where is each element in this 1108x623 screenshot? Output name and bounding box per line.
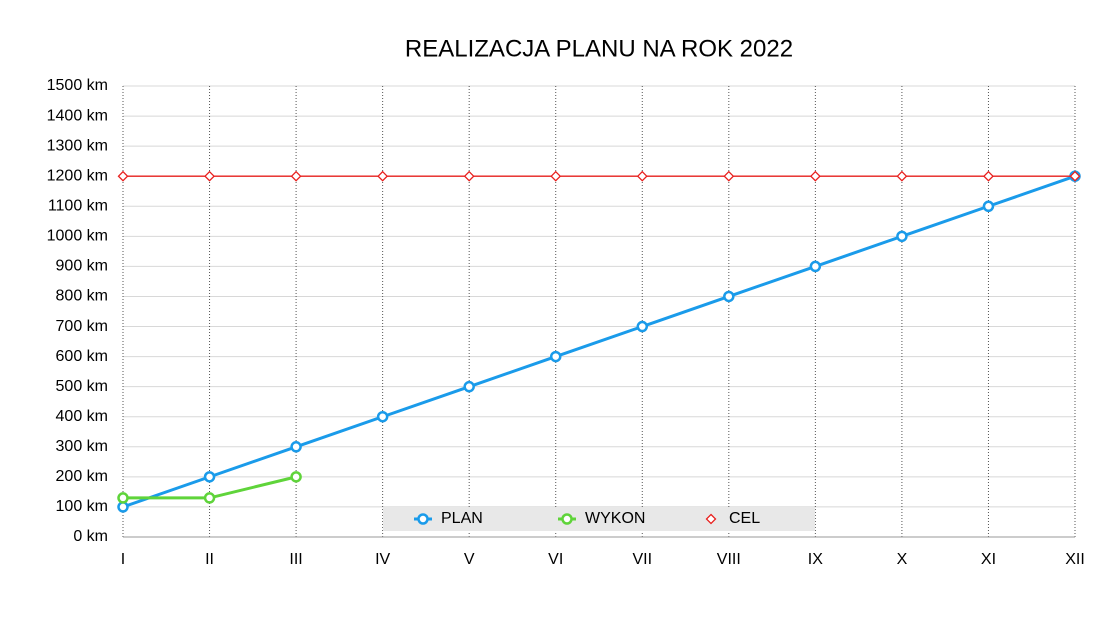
x-tick-label: VIII (717, 551, 741, 568)
x-tick-label: XI (981, 551, 996, 568)
legend-label: WYKON (585, 510, 645, 527)
data-point (290, 441, 302, 453)
series-line (122, 174, 1076, 509)
y-tick-label: 1400 km (47, 107, 108, 124)
x-tick-label: III (289, 551, 302, 568)
data-point (117, 170, 129, 182)
y-tick-label: 1000 km (47, 228, 108, 245)
y-tick-label: 700 km (56, 318, 108, 335)
data-point (290, 471, 302, 483)
chart-title: REALIZACJA PLANU NA ROK 2022 (405, 35, 793, 62)
data-point (549, 350, 562, 363)
x-tick-label: VI (548, 551, 563, 568)
data-point (550, 170, 562, 182)
y-tick-label: 1100 km (48, 197, 108, 214)
y-tick-label: 1300 km (47, 137, 108, 154)
y-tick-label: 900 km (56, 258, 108, 275)
data-point (723, 170, 735, 182)
y-tick-label: 800 km (56, 288, 108, 305)
legend-label: PLAN (441, 510, 483, 527)
legend-marker (561, 513, 573, 525)
x-tick-label: VII (632, 551, 652, 568)
data-point (117, 501, 129, 513)
y-tick-label: 0 km (73, 528, 108, 545)
y-tick-label: 1500 km (47, 77, 108, 94)
data-point (636, 320, 649, 333)
y-tick-label: 500 km (56, 378, 108, 395)
data-point (203, 492, 216, 504)
data-point (723, 290, 735, 303)
x-tick-label: V (464, 551, 475, 568)
data-point (809, 170, 821, 182)
data-point (376, 410, 389, 423)
y-tick-label: 1200 km (47, 167, 108, 184)
y-tick-label: 200 km (56, 468, 108, 485)
data-point (463, 380, 475, 393)
data-point (204, 170, 215, 182)
legend-marker (417, 513, 429, 525)
legend-marker (705, 513, 717, 525)
data-point (896, 230, 908, 243)
y-tick-label: 600 km (56, 348, 108, 365)
data-point (117, 492, 129, 504)
x-tick-label: IX (808, 551, 823, 568)
data-point (203, 471, 216, 483)
legend-label: CEL (729, 510, 760, 527)
data-point (636, 170, 648, 182)
data-point (983, 170, 994, 182)
data-point (809, 260, 822, 273)
y-tick-label: 100 km (56, 498, 108, 515)
data-point (377, 170, 389, 182)
legend-box (383, 507, 815, 531)
data-point (1069, 170, 1081, 182)
data-point (463, 170, 475, 182)
x-tick-label: IV (375, 551, 390, 568)
y-tick-label: 300 km (56, 438, 108, 455)
data-point (982, 200, 995, 213)
x-tick-label: X (897, 551, 908, 568)
x-tick-label: XII (1065, 551, 1085, 568)
data-point (896, 170, 908, 182)
y-tick-label: 400 km (56, 408, 108, 425)
x-tick-label: I (121, 551, 125, 568)
x-tick-label: II (205, 551, 214, 568)
data-point (290, 170, 302, 182)
